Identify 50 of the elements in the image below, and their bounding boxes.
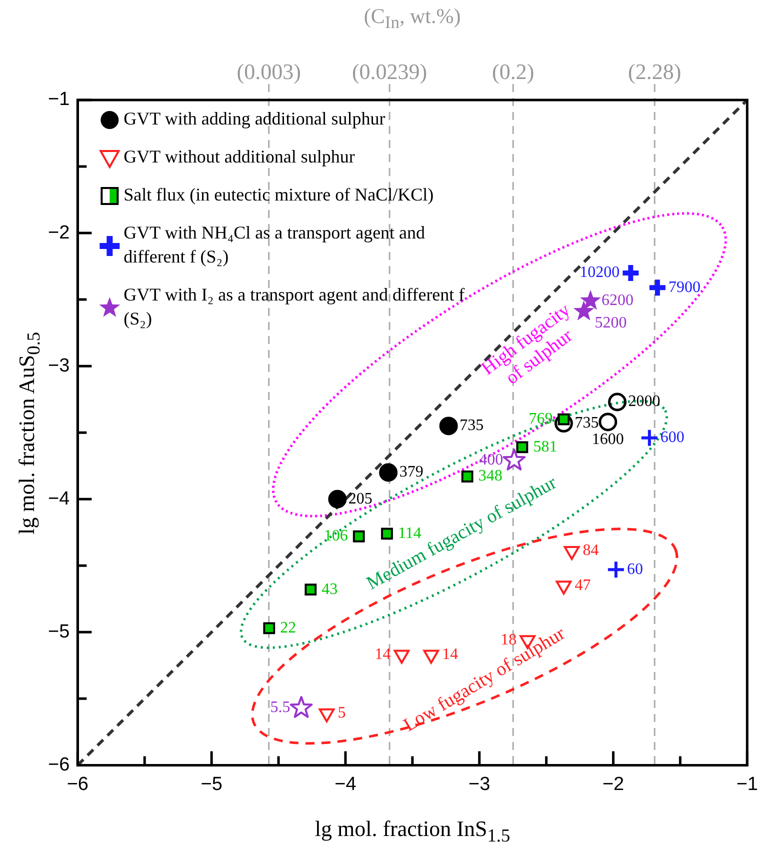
y-tick-label: −6 bbox=[48, 754, 70, 776]
x-tick-label: −5 bbox=[200, 774, 222, 795]
annotation: 5 bbox=[338, 704, 346, 722]
annotation: 2000 bbox=[628, 393, 660, 410]
x-tick-label: −6 bbox=[66, 774, 88, 795]
annotation: 1600 bbox=[592, 431, 624, 448]
x-axis-title: lg mol. fraction InS$_{1.5}$ bbox=[314, 816, 510, 846]
annotation: 735 bbox=[460, 417, 484, 434]
annotation: 10200 bbox=[580, 264, 620, 282]
legend-label: GVT without additional sulphur bbox=[124, 146, 355, 167]
annotation: 205 bbox=[348, 490, 372, 508]
annotation: 14 bbox=[442, 646, 458, 663]
y-tick-label: −1 bbox=[48, 89, 70, 110]
x-tick-label: −4 bbox=[334, 774, 357, 795]
y-tick-label: −5 bbox=[48, 621, 70, 642]
annotation: 581 bbox=[533, 438, 558, 456]
annotation: 735 bbox=[574, 414, 599, 432]
annotation: 379 bbox=[399, 464, 424, 481]
legend-label: GVT with NH₄Cl as a transport agent and different f (S₂) bbox=[124, 222, 426, 267]
annotation: 6200 bbox=[602, 292, 634, 310]
y-tick-label: −2 bbox=[48, 222, 70, 244]
annotation: 84 bbox=[582, 542, 599, 560]
annotation: 769 bbox=[528, 410, 553, 428]
annotation: 7900 bbox=[668, 278, 700, 296]
annotation: 60 bbox=[626, 560, 643, 578]
annotation: 5.5 bbox=[270, 699, 290, 716]
x-tick-label: −3 bbox=[468, 774, 490, 795]
annotation: 114 bbox=[398, 524, 422, 542]
annotation: 22 bbox=[280, 619, 296, 636]
annotation: 106 bbox=[324, 528, 348, 545]
annotation: 14 bbox=[374, 646, 391, 663]
y-tick-label: −4 bbox=[48, 488, 70, 510]
annotation: 600 bbox=[660, 429, 684, 446]
legend-label: Salt flux (in eutectic mixture of NaCl/KCl) bbox=[124, 184, 434, 205]
x2-tick-label: (2.28) bbox=[628, 58, 682, 84]
x-tick-label: −2 bbox=[602, 774, 624, 795]
annotation: 47 bbox=[574, 576, 591, 594]
annotation: 5200 bbox=[594, 314, 627, 332]
legend-label: GVT with adding additional sulphur bbox=[124, 108, 386, 129]
annotation: 43 bbox=[322, 580, 338, 598]
legend-label: GVT with I₂ as a transport agent and different f (S₂) bbox=[124, 284, 465, 329]
x-tick-label: −1 bbox=[736, 774, 758, 795]
y-tick-label: −3 bbox=[48, 355, 70, 376]
annotation: 400 bbox=[479, 452, 504, 469]
x2-axis-title: (C$_{In}$, wt.%) bbox=[364, 4, 461, 34]
annotation: 348 bbox=[478, 468, 502, 485]
annotation: 18 bbox=[500, 631, 517, 648]
x2-tick-label: (0.0239) bbox=[352, 58, 428, 84]
x2-tick-label: (0.2) bbox=[492, 58, 534, 84]
x2-tick-label: (0.003) bbox=[236, 58, 301, 84]
